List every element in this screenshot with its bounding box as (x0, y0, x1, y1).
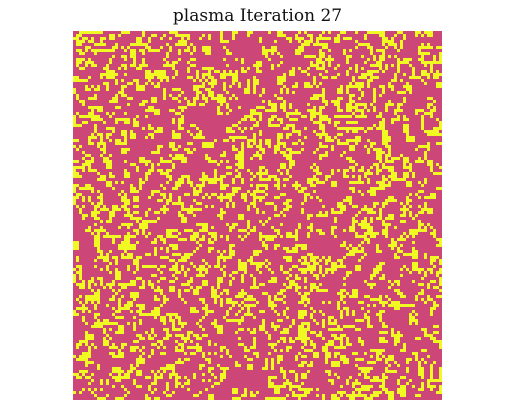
cell-grid (73, 31, 442, 400)
figure-title: plasma Iteration 27 (172, 6, 343, 26)
